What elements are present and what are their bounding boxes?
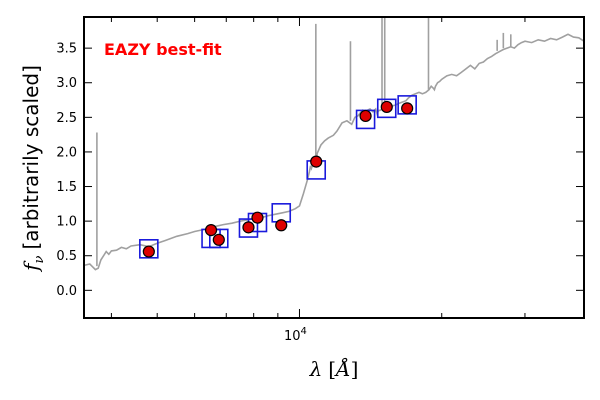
y-tick-label: 2.0 [56,145,77,160]
template-line [83,33,585,271]
model-flux-square [376,98,397,119]
model-flux-group [139,95,417,259]
x-axis-bracket-open: [ [328,357,336,381]
x-axis-symbol: λ [309,357,323,381]
x-tick-label-base: 10 [284,329,301,344]
y-tick-label: 3.5 [56,42,77,57]
x-axis-bracket-close: ] [351,357,359,381]
x-tick-label: 104 [284,326,307,344]
observed-flux-point [359,109,372,123]
x-axis-label: λ [Å] [309,356,359,381]
observed-flux-point [142,245,155,258]
svg-text:fν[arbitrarily scaled]: fν[arbitrarily scaled] [19,65,47,273]
annotation-text: EAZY best-fit [104,40,222,59]
model-flux-square [139,239,159,259]
y-tick-label: 1.0 [56,215,77,230]
y-axis-label: fν[arbitrarily scaled] [19,65,47,273]
y-tick-label: 0.5 [56,249,77,264]
observed-flux-point [401,102,414,115]
observed-flux-point [310,155,323,168]
y-tick-label: 1.5 [56,180,77,195]
tick-group: 0.0 0.5 1.0 1.5 2.0 2.5 3.0 3.5 104 [56,17,584,344]
observed-flux-group [142,100,414,258]
observed-flux-point [212,233,225,246]
plot-background [84,17,584,318]
plot-frame [83,16,585,319]
observed-flux-point [251,211,264,224]
model-flux-square [209,228,229,249]
observed-flux-point [204,224,218,237]
template-group [83,17,585,271]
y-tick-label: 3.0 [56,76,77,91]
observed-flux-point [242,221,255,234]
x-tick-label-exponent: 4 [301,326,307,337]
y-tick-label: 0.0 [56,284,77,299]
x-axis-unit: Å [334,356,350,381]
y-axis-subscript: ν [32,255,47,263]
observed-flux-point [275,219,288,232]
observed-flux-point [380,100,393,114]
y-axis-text: [arbitrarily scaled] [19,65,43,249]
y-tick-label: 2.5 [56,111,77,126]
